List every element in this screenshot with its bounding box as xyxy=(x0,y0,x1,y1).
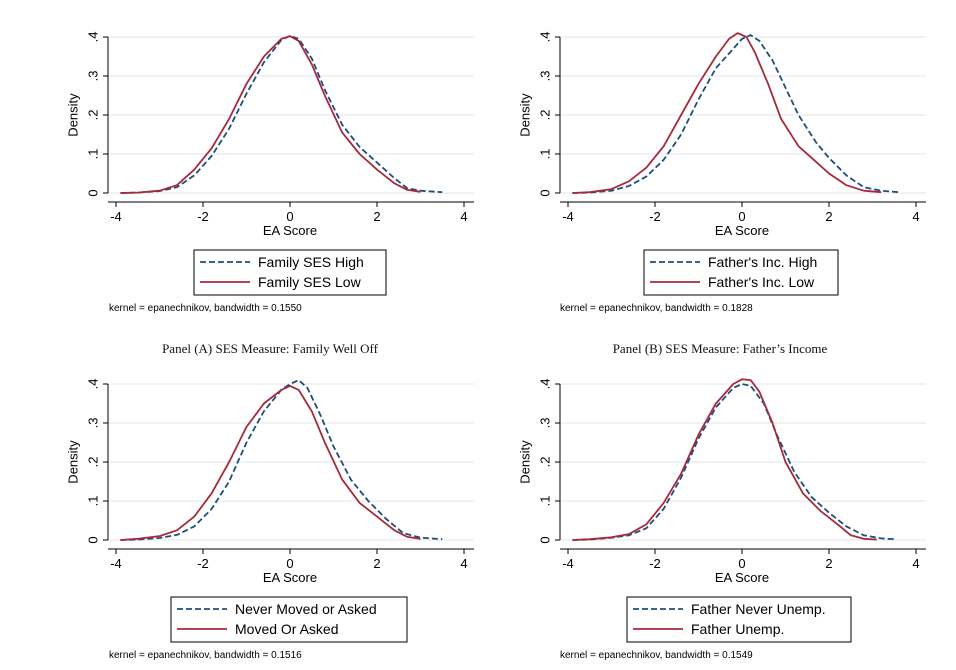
legend-label-1: Never Moved or Asked xyxy=(235,601,377,617)
y-axis-label: Density xyxy=(517,93,532,137)
legend-label-1: Family SES High xyxy=(258,254,364,270)
kernel-note: kernel = epanechnikov, bandwidth = 0.155… xyxy=(109,303,302,314)
x-tick-label: -4 xyxy=(110,556,122,571)
x-tick-label: 0 xyxy=(286,209,293,224)
series-line-2 xyxy=(120,384,421,541)
kernel-note: kernel = epanechnikov, bandwidth = 0.154… xyxy=(560,650,753,661)
series-line-1 xyxy=(120,379,443,541)
chart-panel-2: 0 .1 .2 .3 .4 Density -4 -2 0 2 4 EA Score Father's … xyxy=(517,32,926,356)
y-tick-label: 0 xyxy=(85,189,100,196)
series-line-1 xyxy=(120,34,443,194)
legend-label-2: Family SES Low xyxy=(258,274,362,290)
chart-panel-1: 0 .1 .2 .3 .4 Density -4 -2 0 2 4 EA Score Family SE… xyxy=(65,32,474,356)
legend-label-1: Father's Inc. High xyxy=(708,254,817,270)
x-axis-label: EA Score xyxy=(263,570,317,585)
y-tick-label: .1 xyxy=(85,496,100,507)
legend: Father Never Unemp. Father Unemp. xyxy=(626,596,852,643)
kernel-note: kernel = epanechnikov, bandwidth = 0.182… xyxy=(560,303,753,314)
y-tick-label: .4 xyxy=(85,379,100,390)
panel-caption: Panel (B) SES Measure: Father’s Income xyxy=(613,341,828,356)
x-tick-label: 2 xyxy=(825,209,832,224)
y-tick-label: .1 xyxy=(537,149,552,160)
series-line-2 xyxy=(572,32,882,194)
y-axis-label: Density xyxy=(65,440,80,484)
x-tick-label: -2 xyxy=(197,556,209,571)
legend-box xyxy=(193,249,387,296)
series-line-1 xyxy=(572,383,895,541)
x-tick-label: 4 xyxy=(460,209,467,224)
y-tick-label: .3 xyxy=(85,71,100,82)
series-line-2 xyxy=(120,35,421,194)
chart-panel-3: 0 .1 .2 .3 .4 Density -4 -2 0 2 4 EA Score Never Mov… xyxy=(65,379,474,661)
legend: Family SES High Family SES Low xyxy=(193,249,387,296)
x-tick-label: 4 xyxy=(912,209,919,224)
y-tick-label: 0 xyxy=(537,536,552,543)
y-tick-label: .2 xyxy=(85,457,100,468)
y-tick-label: .2 xyxy=(537,110,552,121)
y-tick-label: .1 xyxy=(85,149,100,160)
y-tick-label: 0 xyxy=(537,189,552,196)
legend: Never Moved or Asked Moved Or Asked xyxy=(170,596,408,643)
y-tick-label: .3 xyxy=(537,71,552,82)
x-axis-label: EA Score xyxy=(715,223,769,238)
y-axis-label: Density xyxy=(517,440,532,484)
y-tick-label: .4 xyxy=(537,379,552,390)
x-tick-label: 4 xyxy=(460,556,467,571)
y-tick-label: .2 xyxy=(537,457,552,468)
legend-label-1: Father Never Unemp. xyxy=(691,601,826,617)
x-tick-label: 0 xyxy=(738,556,745,571)
x-tick-label: -4 xyxy=(110,209,122,224)
series-line-1 xyxy=(572,34,899,194)
x-tick-label: -2 xyxy=(649,209,661,224)
x-tick-label: 0 xyxy=(286,556,293,571)
x-tick-label: 2 xyxy=(373,209,380,224)
chart-panel-4: 0 .1 .2 .3 .4 Density -4 -2 0 2 4 EA Score Father Ne… xyxy=(517,378,926,661)
legend-label-2: Father's Inc. Low xyxy=(708,274,815,290)
y-tick-label: .4 xyxy=(537,32,552,43)
x-tick-label: -4 xyxy=(562,209,574,224)
x-tick-label: 4 xyxy=(912,556,919,571)
legend-box xyxy=(626,596,852,643)
y-tick-label: .4 xyxy=(85,32,100,43)
y-tick-label: .3 xyxy=(85,418,100,429)
x-axis-label: EA Score xyxy=(715,570,769,585)
series-line-2 xyxy=(572,378,877,541)
x-tick-label: -4 xyxy=(562,556,574,571)
y-tick-label: .1 xyxy=(537,496,552,507)
legend-label-2: Moved Or Asked xyxy=(235,621,339,637)
panel-caption: Panel (A) SES Measure: Family Well Off xyxy=(162,341,379,356)
legend: Father's Inc. High Father's Inc. Low xyxy=(643,249,839,296)
x-tick-label: -2 xyxy=(649,556,661,571)
x-tick-label: 0 xyxy=(738,209,745,224)
y-tick-label: 0 xyxy=(85,536,100,543)
y-axis-label: Density xyxy=(65,93,80,137)
legend-box xyxy=(170,596,408,643)
kernel-note: kernel = epanechnikov, bandwidth = 0.151… xyxy=(109,650,302,661)
x-axis-label: EA Score xyxy=(263,223,317,238)
y-tick-label: .3 xyxy=(537,418,552,429)
x-tick-label: 2 xyxy=(373,556,380,571)
legend-label-2: Father Unemp. xyxy=(691,621,784,637)
legend-box xyxy=(643,249,839,296)
x-tick-label: -2 xyxy=(197,209,209,224)
y-tick-label: .2 xyxy=(85,110,100,121)
x-tick-label: 2 xyxy=(825,556,832,571)
